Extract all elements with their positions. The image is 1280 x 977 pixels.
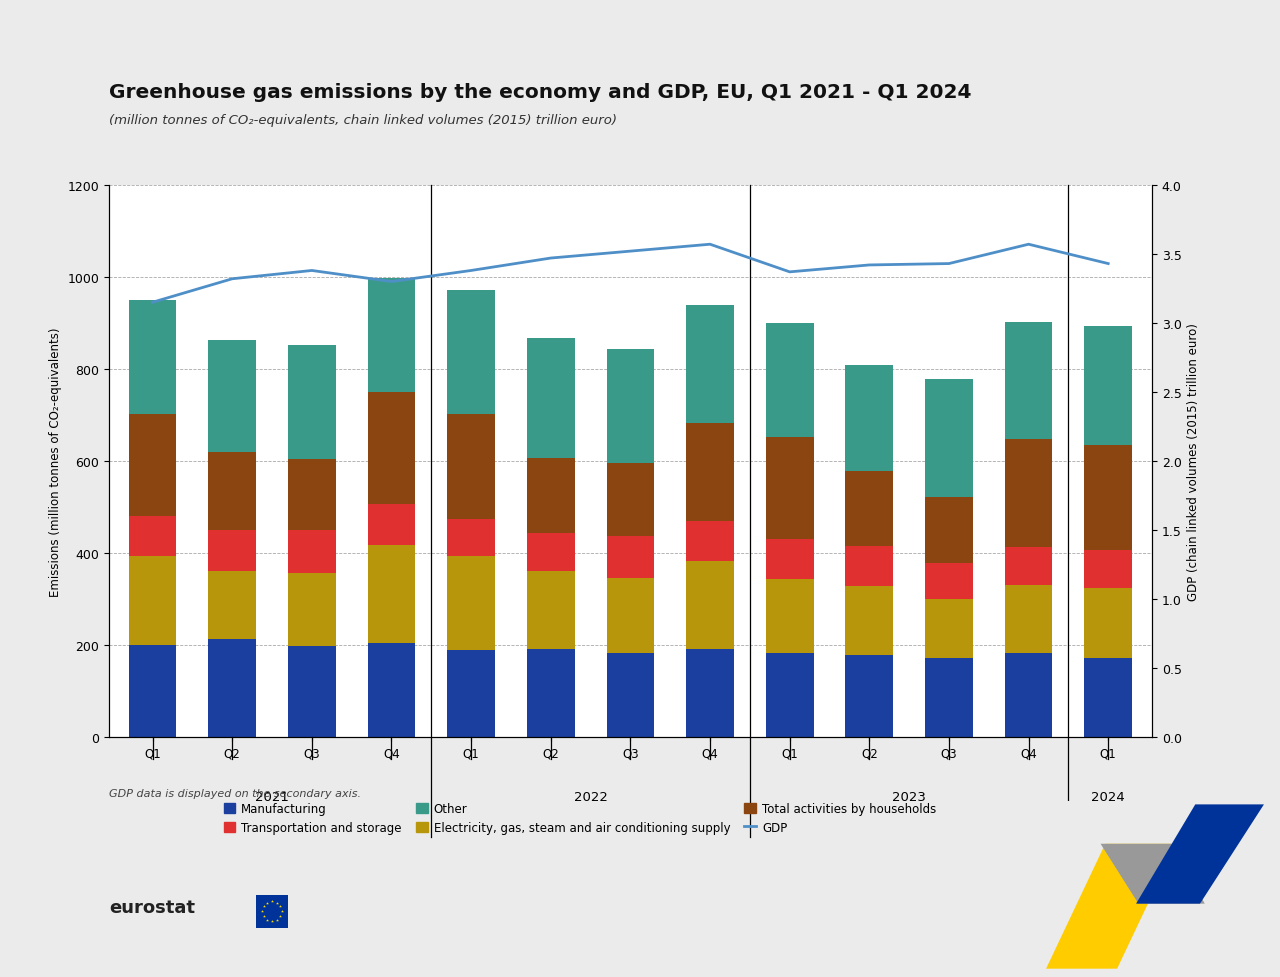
Bar [209, 572, 256, 640]
Bar [686, 423, 733, 522]
Bar [686, 562, 733, 650]
Bar [607, 463, 654, 536]
Bar [845, 587, 893, 656]
Bar [367, 545, 416, 643]
Polygon shape [1046, 844, 1176, 969]
Bar [845, 366, 893, 472]
Bar [765, 539, 814, 579]
Bar [367, 505, 416, 545]
Y-axis label: GDP (chain linked volumes (2015) trillion euro): GDP (chain linked volumes (2015) trillio… [1188, 322, 1201, 601]
Bar [925, 600, 973, 658]
Bar [925, 564, 973, 600]
Bar [1005, 585, 1052, 654]
Bar [1005, 547, 1052, 585]
Text: 2023: 2023 [892, 790, 925, 803]
Bar [129, 301, 177, 414]
Bar [288, 346, 335, 460]
Bar [447, 556, 495, 651]
Bar [1005, 322, 1052, 440]
Bar [686, 522, 733, 562]
Bar [1084, 327, 1132, 446]
Bar [1084, 658, 1132, 738]
Bar [845, 546, 893, 587]
Polygon shape [1101, 844, 1204, 904]
Bar [129, 556, 177, 646]
Bar [367, 393, 416, 505]
Text: Greenhouse gas emissions by the economy and GDP, EU, Q1 2021 - Q1 2024: Greenhouse gas emissions by the economy … [109, 83, 972, 102]
Bar [527, 338, 575, 459]
Bar [1084, 588, 1132, 658]
Bar [765, 438, 814, 539]
Bar [447, 519, 495, 556]
Bar [288, 573, 335, 647]
Bar [367, 279, 416, 393]
Text: eurostat: eurostat [109, 898, 195, 915]
Bar [129, 517, 177, 556]
Y-axis label: Emissions (million tonnes of CO₂-equivalents): Emissions (million tonnes of CO₂-equival… [49, 327, 61, 596]
Bar [209, 640, 256, 738]
Text: 2022: 2022 [573, 790, 608, 803]
Bar [209, 453, 256, 531]
Bar [527, 649, 575, 738]
Bar [447, 291, 495, 414]
Bar [447, 651, 495, 738]
Bar [607, 654, 654, 738]
Bar [209, 341, 256, 453]
Legend: Manufacturing, Transportation and storage, Other, Electricity, gas, steam and ai: Manufacturing, Transportation and storag… [224, 802, 937, 834]
Text: 2021: 2021 [255, 790, 289, 803]
Bar [1084, 446, 1132, 550]
Text: 2024: 2024 [1092, 790, 1125, 803]
Bar [288, 531, 335, 573]
Bar [925, 658, 973, 738]
Bar [607, 536, 654, 578]
Bar [686, 650, 733, 738]
Bar [129, 414, 177, 517]
Bar [447, 414, 495, 519]
Polygon shape [1137, 805, 1263, 904]
Bar [765, 579, 814, 653]
Bar [209, 531, 256, 572]
Bar [765, 323, 814, 438]
Bar [367, 643, 416, 738]
Text: (million tonnes of CO₂-equivalents, chain linked volumes (2015) trillion euro): (million tonnes of CO₂-equivalents, chai… [109, 114, 617, 127]
Bar [1005, 440, 1052, 547]
Bar [1084, 550, 1132, 588]
Bar [845, 656, 893, 738]
Bar [925, 379, 973, 498]
Bar [925, 498, 973, 564]
Bar [288, 460, 335, 531]
Bar [765, 653, 814, 738]
Bar [288, 647, 335, 738]
Bar [527, 533, 575, 572]
Bar [527, 572, 575, 649]
Bar [1005, 654, 1052, 738]
Bar [607, 578, 654, 654]
Bar [607, 350, 654, 463]
Text: GDP data is displayed on the secondary axis.: GDP data is displayed on the secondary a… [109, 788, 361, 798]
Bar [686, 306, 733, 423]
Bar [129, 646, 177, 738]
Bar [845, 472, 893, 546]
Polygon shape [1034, 801, 1271, 972]
Bar [527, 459, 575, 533]
